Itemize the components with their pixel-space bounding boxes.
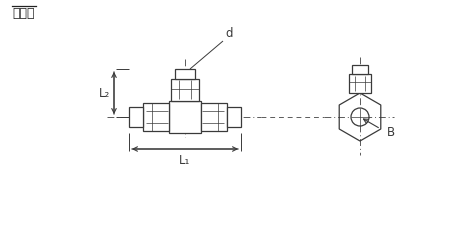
Bar — [171, 79, 199, 101]
Bar — [175, 69, 195, 79]
Circle shape — [351, 108, 369, 126]
Bar — [129, 107, 143, 127]
Polygon shape — [339, 93, 381, 141]
Text: L₁: L₁ — [179, 154, 191, 167]
Text: B: B — [387, 126, 395, 140]
Bar — [169, 101, 201, 133]
Bar — [143, 103, 169, 131]
Bar — [201, 103, 227, 131]
Bar — [227, 107, 241, 127]
Text: d: d — [225, 27, 233, 40]
Bar — [352, 65, 368, 74]
Text: L₂: L₂ — [99, 86, 110, 99]
Text: ティー: ティー — [12, 7, 35, 20]
Bar — [349, 74, 371, 93]
